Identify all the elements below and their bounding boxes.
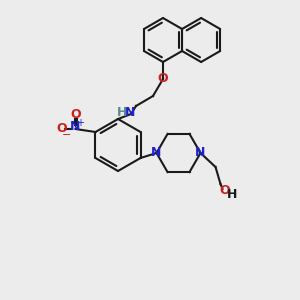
- Text: N: N: [195, 146, 206, 160]
- Text: O: O: [219, 184, 230, 196]
- Text: N: N: [151, 146, 162, 160]
- Text: H: H: [227, 188, 238, 202]
- Text: O: O: [70, 109, 81, 122]
- Text: H: H: [117, 106, 127, 118]
- Text: O: O: [56, 122, 67, 136]
- Text: N: N: [125, 106, 135, 118]
- Text: +: +: [76, 118, 85, 128]
- Text: O: O: [158, 73, 168, 85]
- Text: −: −: [62, 130, 71, 140]
- Text: N: N: [70, 121, 81, 134]
